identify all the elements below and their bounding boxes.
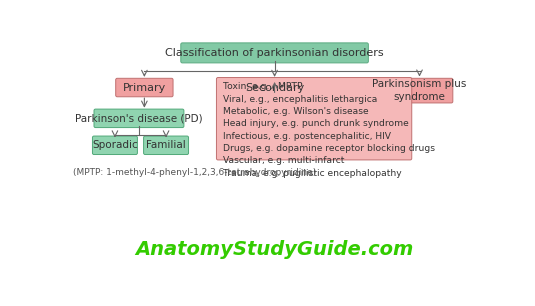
Text: Parkinsonism plus
syndrome: Parkinsonism plus syndrome	[372, 79, 467, 102]
Text: Classification of parkinsonian disorders: Classification of parkinsonian disorders	[165, 48, 384, 58]
FancyBboxPatch shape	[93, 136, 137, 155]
Text: Primary: Primary	[123, 83, 166, 92]
FancyBboxPatch shape	[116, 78, 173, 97]
FancyBboxPatch shape	[143, 136, 188, 155]
FancyBboxPatch shape	[94, 109, 184, 128]
Text: Toxin, e.g.,  MPTP
Viral, e.g., encephalitis lethargica
Metabolic, e.g. Wilson's: Toxin, e.g., MPTP Viral, e.g., encephali…	[224, 82, 435, 178]
Text: Familial: Familial	[146, 140, 186, 150]
FancyBboxPatch shape	[386, 78, 453, 103]
Text: Secondary: Secondary	[245, 83, 304, 92]
FancyBboxPatch shape	[217, 77, 412, 160]
Text: AnatomyStudyGuide.com: AnatomyStudyGuide.com	[135, 240, 414, 259]
FancyBboxPatch shape	[181, 43, 369, 63]
FancyBboxPatch shape	[243, 78, 307, 97]
Text: Sporadic: Sporadic	[92, 140, 138, 150]
Text: Parkinson's disease (PD): Parkinson's disease (PD)	[75, 113, 203, 123]
Text: (MPTP: 1-methyl-4-phenyl-1,2,3,6-tetrahydropyridine): (MPTP: 1-methyl-4-phenyl-1,2,3,6-tetrahy…	[73, 168, 316, 177]
